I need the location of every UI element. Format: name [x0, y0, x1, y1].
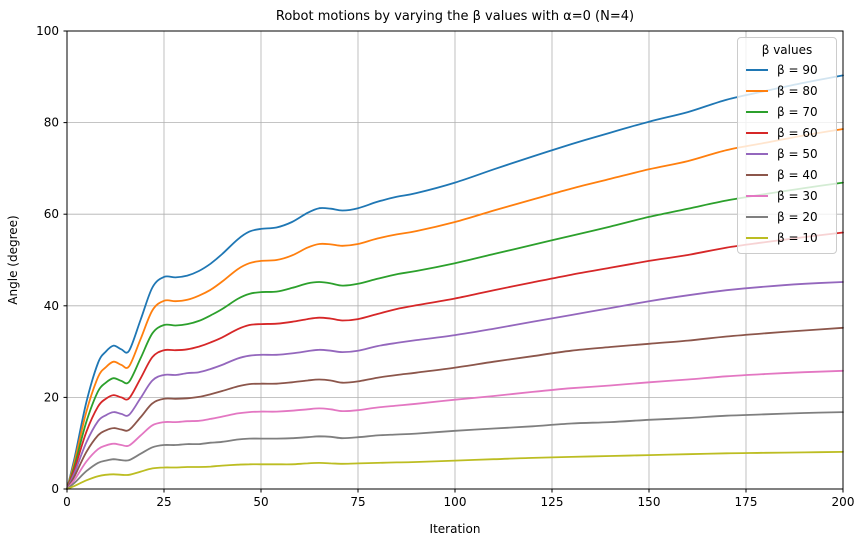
y-axis-label: Angle (degree) [6, 215, 20, 304]
legend-label: β = 70 [777, 104, 818, 119]
legend-line-swatch [746, 173, 768, 176]
x-tick-label: 200 [832, 495, 855, 509]
series-line-beta-40 [66, 326, 844, 490]
x-tick-label: 175 [735, 495, 758, 509]
legend-item: β = 40 [744, 164, 830, 185]
legend-line-swatch [746, 89, 768, 92]
x-tick-label: 0 [63, 495, 71, 509]
legend-label: β = 40 [777, 167, 818, 182]
legend-item: β = 20 [744, 206, 830, 227]
x-axis-label: Iteration [430, 522, 481, 536]
y-tick-label: 40 [44, 299, 59, 313]
legend-line-swatch [746, 215, 768, 218]
x-tick-label: 75 [350, 495, 365, 509]
series-line-beta-10 [66, 451, 844, 490]
legend-item: β = 70 [744, 101, 830, 122]
x-tick-label: 25 [156, 495, 171, 509]
chart-title: Robot motions by varying the β values wi… [276, 9, 634, 24]
x-tick-label: 125 [541, 495, 564, 509]
legend-label: β = 90 [777, 62, 818, 77]
series-line-beta-30 [66, 369, 844, 490]
legend-label: β = 60 [777, 125, 818, 140]
legend-line-swatch [746, 236, 768, 239]
legend-item: β = 30 [744, 185, 830, 206]
x-tick-label: 150 [638, 495, 661, 509]
series-line-beta-70 [66, 181, 844, 490]
legend-label: β = 20 [777, 209, 818, 224]
x-tick-label: 50 [253, 495, 268, 509]
y-tick-label: 60 [44, 207, 59, 221]
legend: β values β = 90 β = 80 β = 70 β = 60 β = 50 β… [737, 37, 837, 254]
legend-line-swatch [746, 131, 768, 134]
legend-item: β = 50 [744, 143, 830, 164]
series-line-beta-80 [66, 128, 844, 490]
y-tick-label: 20 [44, 390, 59, 404]
legend-label: β = 50 [777, 146, 818, 161]
y-tick-label: 0 [51, 482, 59, 496]
series-line-beta-90 [66, 74, 844, 490]
legend-label: β = 10 [777, 230, 818, 245]
legend-item: β = 90 [744, 59, 830, 80]
legend-line-swatch [746, 194, 768, 197]
legend-item: β = 80 [744, 80, 830, 101]
x-tick-label: 100 [444, 495, 467, 509]
legend-label: β = 30 [777, 188, 818, 203]
series-line-beta-20 [66, 411, 844, 490]
legend-label: β = 80 [777, 83, 818, 98]
y-tick-label: 100 [36, 24, 59, 38]
legend-item: β = 60 [744, 122, 830, 143]
y-tick-label: 80 [44, 116, 59, 130]
legend-line-swatch [746, 110, 768, 113]
series-line-beta-50 [66, 281, 844, 490]
legend-line-swatch [746, 152, 768, 155]
legend-item: β = 10 [744, 227, 830, 248]
legend-title: β values [761, 43, 813, 57]
series-line-beta-60 [66, 231, 844, 490]
legend-line-swatch [746, 68, 768, 71]
